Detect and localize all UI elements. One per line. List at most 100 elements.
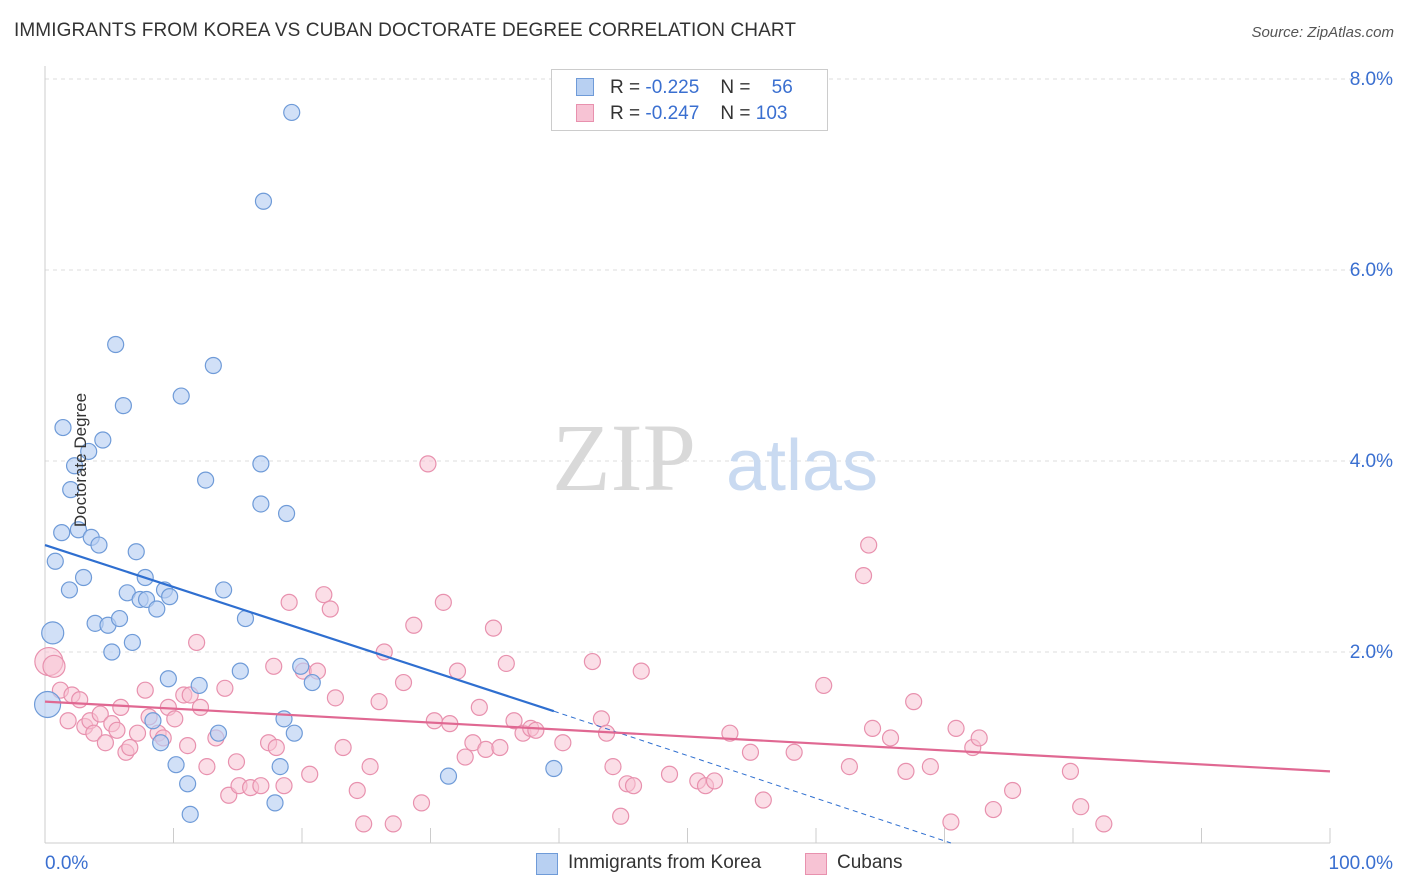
cubans-point [42, 654, 66, 678]
cubans-point [491, 738, 509, 757]
korea-point [197, 471, 215, 489]
korea-point [292, 657, 310, 675]
cubans-point [984, 800, 1002, 819]
watermark-atlas: atlas [726, 426, 878, 506]
korea-point [252, 455, 270, 473]
cubans-point [91, 705, 109, 723]
legend-cubans-text: R = -0.247 N = 103 [610, 103, 787, 125]
korea-point [252, 495, 270, 513]
cubans-point [612, 807, 630, 825]
cubans-point [484, 619, 503, 637]
cubans-point [921, 757, 939, 776]
cubans-point [477, 740, 495, 759]
legend-korea-text: R = -0.225 N = 56 [610, 77, 793, 99]
cubans-point [166, 710, 184, 728]
cubans-n-value: 103 [755, 103, 788, 124]
cubans-point [267, 738, 285, 757]
bottom-cubans-swatch [805, 853, 827, 875]
korea-point [209, 724, 228, 742]
cubans-point [497, 654, 515, 673]
cubans-point [275, 777, 293, 795]
tick-labels: 2.0% 4.0% 6.0% 8.0% 0.0% 100.0% [45, 69, 1393, 874]
cubans-point [425, 712, 443, 730]
korea-point [204, 356, 222, 375]
source-credit: Source: ZipAtlas.com [1251, 24, 1394, 41]
stats-legend: R = -0.225 N = 56 R = -0.247 N = 103 [551, 69, 828, 131]
korea-point [179, 775, 197, 793]
cubans-point [942, 813, 960, 831]
korea-point [41, 621, 65, 645]
korea-point [90, 536, 108, 554]
korea-point [107, 335, 125, 354]
cubans-point [405, 616, 423, 634]
cubans-point [624, 777, 643, 795]
y-axis-label: Doctorate Degree [71, 392, 91, 528]
cubans-point [705, 772, 724, 790]
cubans-point [191, 698, 210, 716]
korea-point [69, 521, 88, 539]
cubans-point [370, 693, 388, 711]
korea-point [65, 457, 84, 475]
cubans-point [881, 729, 900, 747]
x-tick-label-min: 0.0% [45, 853, 88, 874]
cubans-point [660, 765, 679, 783]
watermark-zip: ZIP [552, 404, 696, 511]
cubans-point [85, 724, 103, 742]
korea-point [161, 588, 179, 606]
korea-point [271, 757, 289, 776]
cubans-point [96, 734, 114, 752]
cubans-point [301, 765, 319, 783]
korea-point [190, 676, 208, 695]
cubans-point [121, 738, 139, 757]
korea-swatch [576, 78, 594, 96]
cubans-point [583, 652, 602, 671]
korea-point [277, 504, 296, 523]
cubans-point [216, 679, 234, 697]
cubans-n-label: N = [720, 103, 751, 124]
cubans-point [754, 791, 772, 809]
cubans-point [348, 781, 366, 800]
grid-lines [45, 78, 1392, 653]
cubans-point [71, 691, 89, 709]
bottom-korea-label: Immigrants from Korea [568, 852, 762, 873]
korea-point [181, 805, 199, 823]
korea-n-value: 56 [771, 77, 793, 98]
cubans-point [863, 719, 882, 738]
cubans-point [815, 676, 833, 695]
cubans-point [384, 815, 402, 833]
korea-point [172, 387, 190, 405]
korea-point [53, 524, 71, 542]
cubans-point [741, 743, 760, 761]
cubans-point [355, 815, 373, 833]
cubans-point [227, 753, 246, 771]
trend-lines [44, 543, 1331, 844]
korea-point [152, 734, 170, 752]
cubans-point [179, 736, 197, 755]
y-tick-label-2: 6.0% [1350, 260, 1393, 281]
cubans-point [1095, 815, 1113, 833]
cubans-point [1072, 798, 1090, 816]
cubans-point [394, 673, 413, 692]
cubans-point [840, 757, 859, 776]
cubans-point [860, 536, 878, 554]
korea-point [303, 673, 321, 692]
y-tick-label-3: 8.0% [1350, 69, 1393, 90]
bottom-cubans-label: Cubans [837, 852, 903, 873]
cubans-point [970, 729, 988, 747]
cubans-point [721, 724, 739, 742]
korea-point [167, 756, 185, 774]
cubans-point [1004, 781, 1022, 800]
cubans-point [905, 693, 923, 711]
korea-point [159, 670, 177, 688]
cubans-point [128, 724, 147, 742]
korea-r-value: -0.225 [645, 77, 700, 98]
cubans-point [265, 657, 283, 675]
cubans-point [604, 757, 622, 776]
korea-point [62, 481, 80, 499]
cubans-points [34, 455, 1113, 833]
cubans-point [315, 586, 333, 604]
korea-n-label: N = [720, 77, 751, 98]
cubans-point [554, 734, 572, 752]
korea-point [127, 543, 145, 561]
korea-point [110, 609, 129, 628]
